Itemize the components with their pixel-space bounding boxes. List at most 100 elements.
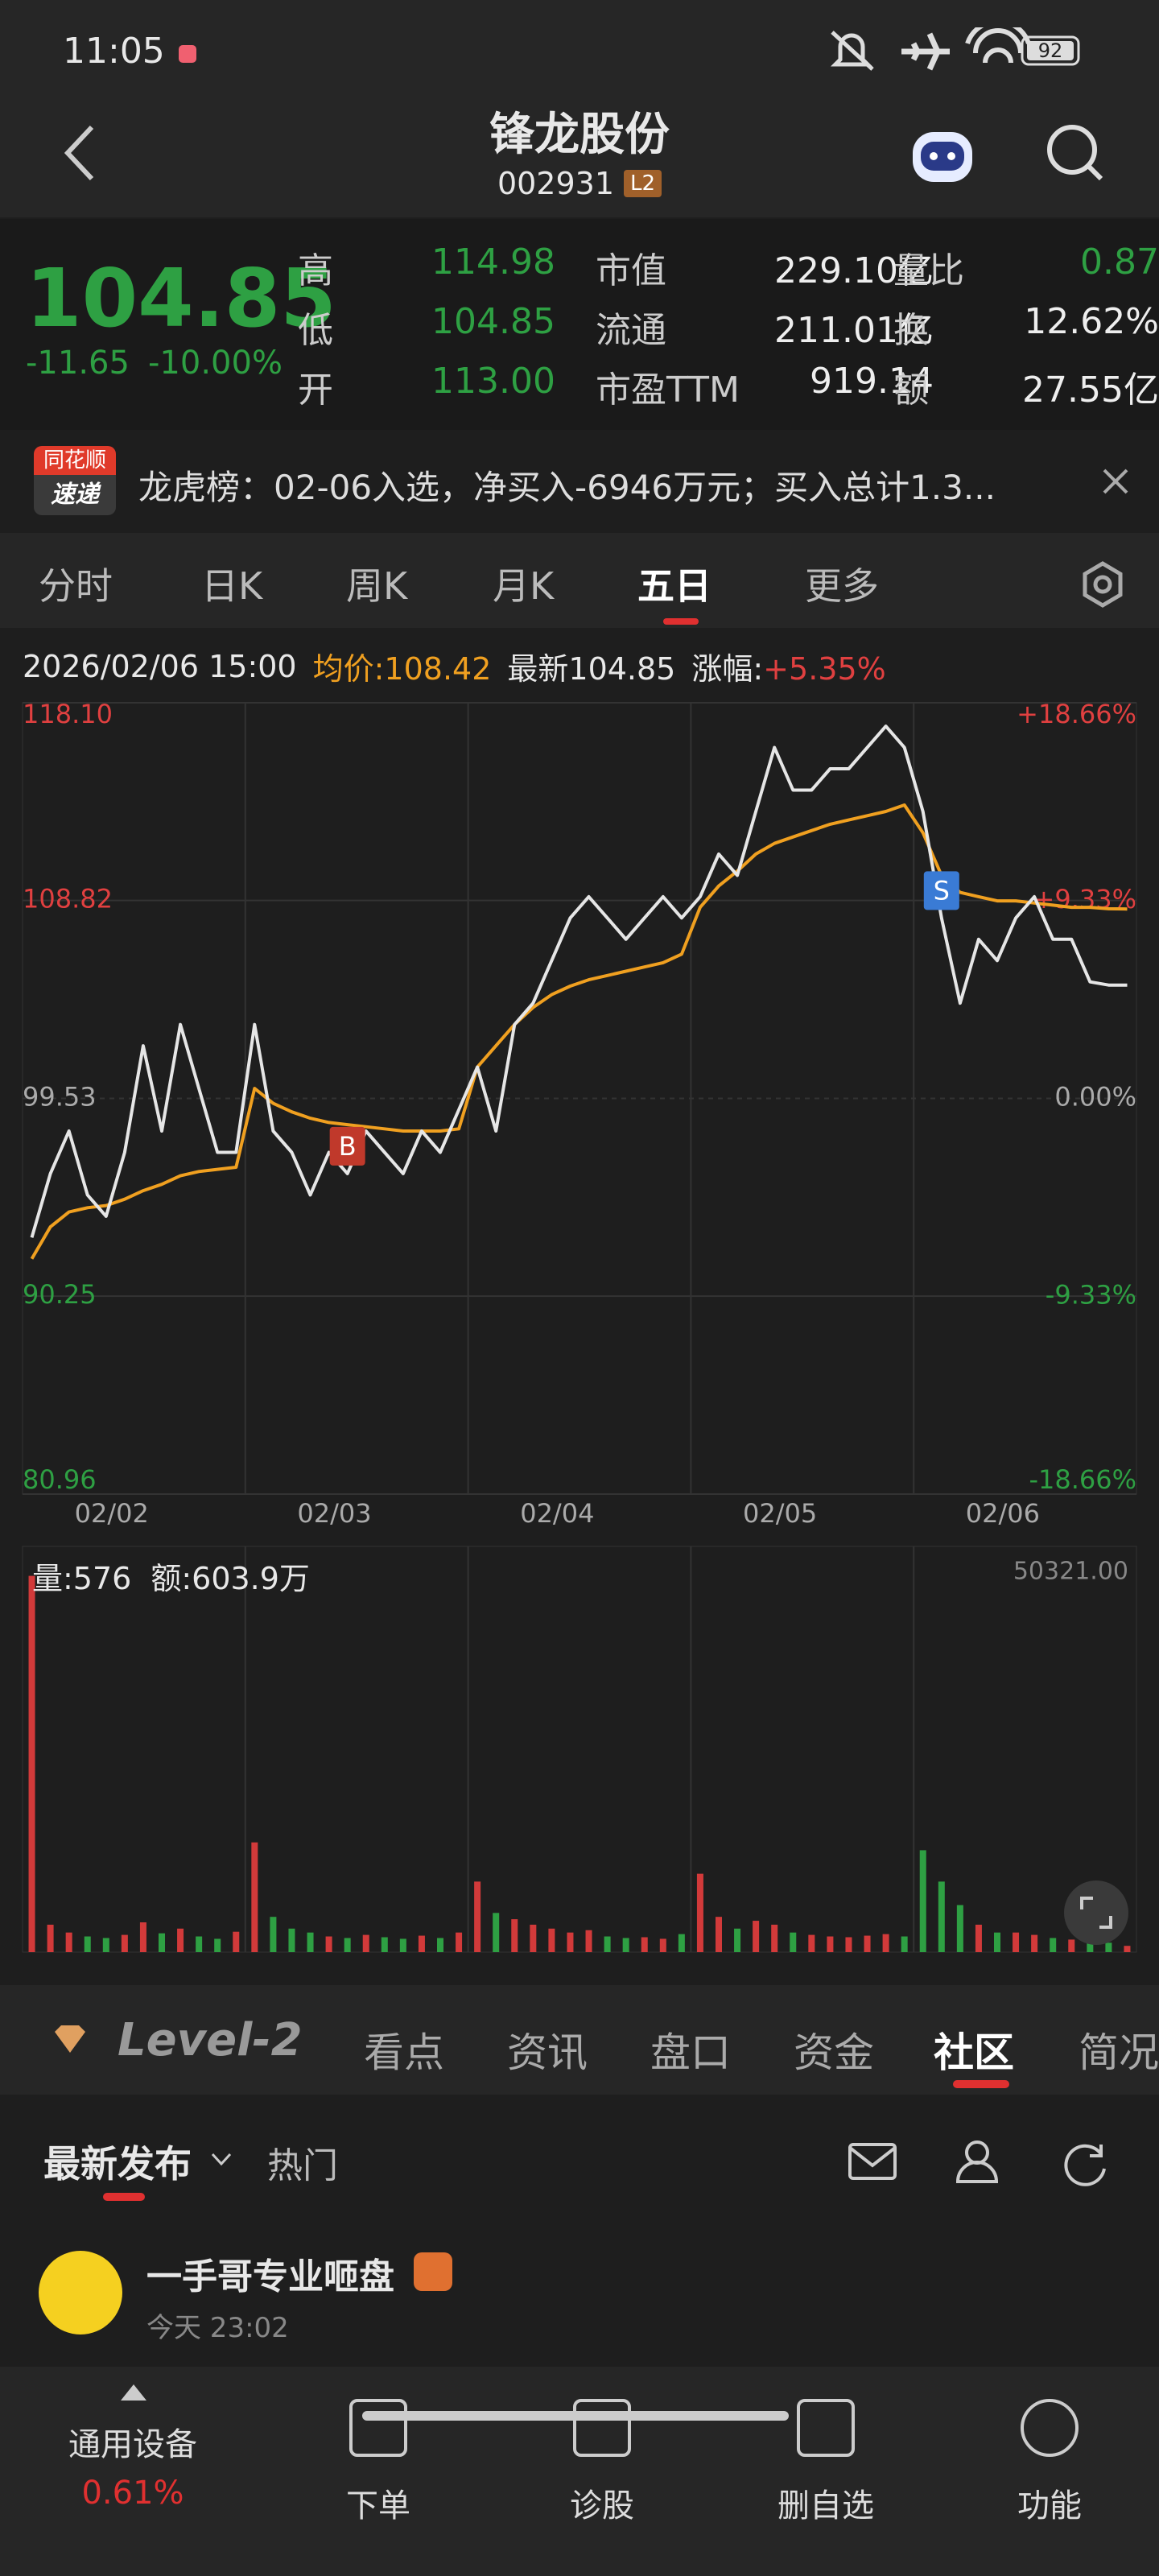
period-tab[interactable]: 周K	[346, 564, 408, 608]
header: 锋龙股份 002931 L2	[0, 97, 1159, 217]
volume-bar	[753, 1921, 760, 1952]
assistant-button[interactable]	[906, 121, 979, 193]
expand-arrow[interactable]	[119, 2383, 148, 2402]
nav-label[interactable]: 删自选	[777, 2487, 874, 2524]
volume-bar	[307, 1932, 314, 1952]
feed-hot[interactable]: 热门	[267, 2145, 338, 2186]
clock: 11:05	[63, 31, 165, 72]
news-badge: 同花顺 速递	[34, 446, 116, 515]
feed-actions[interactable]	[845, 2133, 1119, 2190]
y2-tick-label: +18.66%	[1017, 699, 1136, 729]
sector-change: 0.61%	[81, 2475, 184, 2512]
trade-marker-label: S	[934, 875, 950, 906]
volume-bar	[159, 1933, 165, 1952]
y2-tick-label: 0.00%	[1054, 1082, 1136, 1113]
stat-label: 市盈TTM	[596, 369, 740, 411]
volume-bar	[530, 1924, 537, 1952]
nav-label[interactable]: 功能	[1017, 2487, 1082, 2524]
volume-bar	[734, 1928, 741, 1952]
nav-icon[interactable]	[1021, 2399, 1079, 2457]
stat-value: 12.62%	[1024, 301, 1159, 342]
volume-bar	[901, 1936, 908, 1952]
battery-level: 92	[1038, 39, 1063, 62]
volume-bar	[808, 1934, 815, 1952]
back-button[interactable]	[56, 121, 105, 185]
info-tab[interactable]: 资讯	[507, 2029, 588, 2076]
volume-bar	[1068, 1939, 1075, 1952]
period-tab[interactable]: 五日	[637, 564, 711, 608]
info-tab[interactable]: 社区	[934, 2029, 1014, 2076]
volume-bar	[399, 1938, 406, 1952]
volume-bar	[214, 1938, 221, 1952]
price-line	[30, 724, 1128, 1238]
post-time: 今天 23:02	[146, 2312, 289, 2344]
post-user[interactable]: 一手哥专业咂盘	[146, 2256, 394, 2297]
stat-label: 开	[298, 369, 333, 411]
nav-icon[interactable]	[573, 2399, 631, 2457]
search-button[interactable]	[1043, 121, 1107, 185]
stat-value: 104.85	[431, 301, 555, 342]
volume-bar	[270, 1917, 277, 1952]
stat-label: 低	[298, 310, 333, 351]
volume-bar	[325, 1936, 332, 1952]
stock-name: 锋龙股份	[489, 109, 670, 161]
volume-bar	[1050, 1938, 1057, 1952]
user-badge	[414, 2252, 452, 2291]
volume-bar	[771, 1924, 778, 1952]
stat-value: 919.14	[810, 361, 934, 402]
volume-bar	[975, 1924, 982, 1952]
volume-bar	[65, 1932, 72, 1952]
volume-bar	[362, 1934, 369, 1952]
volume-bar	[102, 1938, 109, 1952]
stat-label: 高	[298, 250, 333, 291]
stat-value: 211.01亿	[774, 310, 934, 351]
community-feed: 最新发布 热门 一手哥专业咂盘 今天 23:02	[0, 2098, 1159, 2363]
volume-bar	[882, 1934, 889, 1952]
stat-label: 量比	[893, 250, 964, 291]
price-change-percent: -10.00%	[148, 345, 283, 382]
volume-bar	[139, 1922, 146, 1952]
close-news[interactable]	[1101, 467, 1130, 496]
y-tick-label: 118.10	[23, 699, 113, 729]
volume-bar	[938, 1881, 945, 1952]
volume-bar	[956, 1905, 963, 1952]
last-price: 104.85	[26, 251, 336, 345]
user-avatar[interactable]	[39, 2251, 122, 2334]
feed-latest[interactable]: 最新发布	[43, 2142, 192, 2186]
volume-bar	[47, 1924, 54, 1952]
stat-label: 流通	[596, 310, 666, 351]
status-bar: 11:05 92	[0, 0, 1159, 97]
nav-label[interactable]: 诊股	[570, 2487, 634, 2524]
stat-label: 额	[893, 369, 929, 411]
stat-value: 0.87	[1080, 242, 1159, 283]
volume-bar	[84, 1936, 91, 1952]
volume-bar	[641, 1937, 648, 1952]
trade-marker	[329, 1126, 365, 1166]
volume-bar	[919, 1850, 926, 1952]
sector-name[interactable]: 通用设备	[68, 2426, 197, 2463]
price-change: -11.65	[26, 345, 130, 382]
info-tab[interactable]: 资金	[794, 2029, 874, 2076]
period-tab[interactable]: 日K	[201, 564, 263, 608]
news-text: 龙虎榜：02-06入选，净买入-6946万元；买入总计1.3...	[138, 468, 996, 507]
level2-brand[interactable]: Level-2	[118, 2014, 303, 2066]
nav-icon[interactable]	[797, 2399, 855, 2457]
volume-bar	[474, 1881, 481, 1952]
stat-value: 229.10亿	[774, 250, 934, 291]
info-change-value: +5.35%	[763, 651, 886, 687]
news-bar[interactable]: 同花顺 速递 龙虎榜：02-06入选，净买入-6946万元；买入总计1.3...	[0, 435, 1159, 528]
info-tab[interactable]: 简况	[1079, 2029, 1159, 2076]
volume-bar	[177, 1928, 184, 1952]
info-tabs: Level-2 看点 资讯 盘口 资金 社区 简况	[0, 1985, 1159, 2095]
volume-bar	[845, 1937, 852, 1952]
nav-icon[interactable]	[349, 2399, 407, 2457]
period-tab[interactable]: 更多	[805, 564, 879, 608]
period-tab[interactable]: 月K	[493, 564, 555, 608]
fullscreen-button[interactable]	[1062, 1879, 1130, 1946]
info-tab[interactable]: 看点	[364, 2029, 444, 2076]
info-avg: 均价:108.42	[312, 651, 492, 687]
info-tab[interactable]: 盘口	[650, 2029, 731, 2076]
settings-button[interactable]	[1079, 560, 1127, 609]
nav-label[interactable]: 下单	[346, 2487, 410, 2524]
period-tab[interactable]: 分时	[39, 564, 113, 608]
